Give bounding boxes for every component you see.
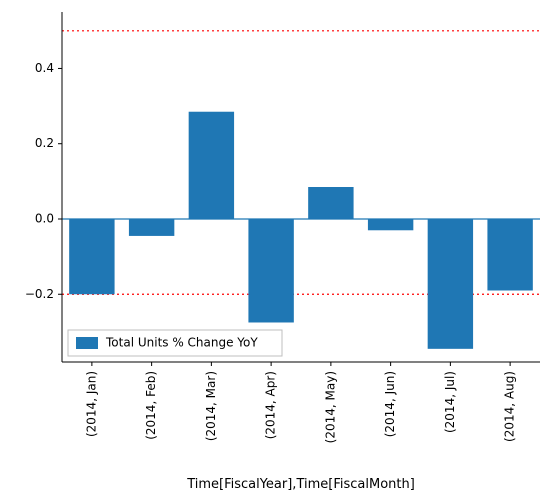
bar-7 [487, 219, 532, 291]
bar-chart: −0.2 0.0 0.2 0.4 (2014, Jan) (2014, Feb) (2014… [0, 0, 559, 502]
legend-swatch [76, 337, 98, 349]
xtick-label-3: (2014, Apr) [264, 371, 278, 439]
bar-1 [129, 219, 174, 236]
bar-5 [368, 219, 413, 230]
xtick-label-0: (2014, Jan) [84, 371, 98, 437]
bar-2 [189, 112, 234, 219]
xtick-label-7: (2014, Aug) [503, 371, 517, 442]
ytick-label-0: −0.2 [25, 287, 54, 301]
bar-6 [428, 219, 473, 349]
legend: Total Units % Change YoY [68, 330, 282, 356]
bar-4 [308, 187, 353, 219]
xtick-label-2: (2014, Mar) [204, 371, 218, 441]
chart-container: { "chart": { "type": "bar", "width": 559… [0, 0, 559, 502]
xtick-label-4: (2014, May) [323, 371, 337, 443]
xtick-label-1: (2014, Feb) [144, 371, 158, 440]
bar-3 [248, 219, 293, 322]
x-axis-label: Time[FiscalYear],Time[FiscalMonth] [186, 477, 415, 492]
xtick-label-6: (2014, Jul) [443, 371, 457, 433]
legend-label: Total Units % Change YoY [105, 336, 258, 350]
ytick-label-2: 0.2 [35, 136, 54, 150]
xtick-label-5: (2014, Jun) [383, 371, 397, 437]
ytick-label-1: 0.0 [35, 211, 54, 225]
bar-0 [69, 219, 114, 294]
ytick-label-3: 0.4 [35, 61, 54, 75]
